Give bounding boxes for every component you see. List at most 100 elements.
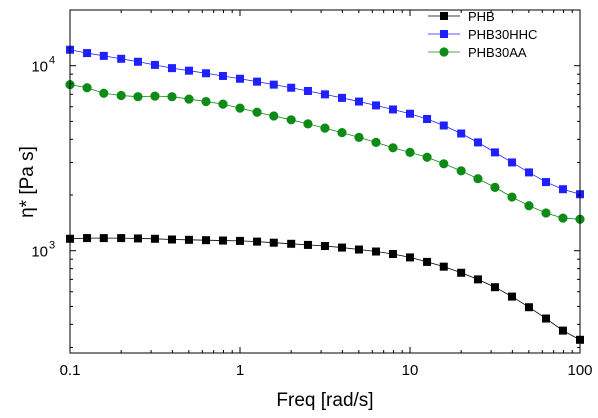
data-point [303, 119, 313, 129]
legend: PHB PHB30HHC PHB30AA [428, 9, 537, 60]
data-point [372, 247, 381, 256]
data-point [303, 240, 312, 249]
data-point [320, 242, 329, 251]
data-point [269, 80, 278, 89]
data-point [354, 97, 363, 106]
data-point [99, 88, 109, 98]
data-point [167, 64, 176, 73]
series-line-PHB30AA [69, 84, 581, 220]
x-tick-label: 0.1 [60, 362, 81, 379]
data-point [542, 314, 551, 323]
data-point [133, 57, 142, 66]
data-point [423, 257, 432, 266]
data-point [150, 91, 160, 101]
series-layer [65, 45, 585, 344]
series-PHB30HHC [66, 45, 584, 199]
series-line-PHB [69, 237, 581, 341]
data-point [507, 292, 516, 301]
series-line-PHB30HHC [69, 49, 581, 195]
x-tick-label: 1 [236, 362, 244, 379]
data-point [354, 245, 363, 254]
data-point [490, 148, 499, 157]
data-point [473, 174, 483, 184]
data-point [388, 143, 398, 153]
data-point [82, 83, 92, 93]
x-tick-label: 10 [402, 362, 419, 379]
x-tick-label: 100 [567, 362, 592, 379]
data-point [473, 275, 482, 284]
data-point [167, 92, 177, 102]
data-point [303, 86, 312, 95]
data-point [406, 109, 414, 118]
data-point [286, 115, 296, 125]
data-point [490, 182, 500, 192]
data-point [287, 83, 296, 92]
data-point [269, 111, 279, 121]
data-point [235, 103, 245, 113]
data-point [558, 326, 567, 335]
data-point [456, 166, 466, 176]
data-point [406, 253, 414, 262]
ticks-layer [69, 9, 581, 353]
data-point [558, 185, 567, 194]
data-point [388, 249, 397, 258]
data-point [201, 96, 211, 107]
data-point [116, 90, 126, 101]
data-point [253, 237, 262, 246]
data-point [269, 238, 278, 247]
data-point [524, 168, 533, 177]
data-point [253, 77, 262, 86]
data-point [202, 236, 211, 245]
data-point [236, 236, 244, 245]
legend-item-PHB30HHC: PHB30HHC [428, 27, 537, 42]
data-point [558, 213, 568, 223]
data-point [184, 94, 194, 104]
data-point [439, 159, 449, 169]
data-point [405, 147, 415, 157]
legend-marker [440, 12, 448, 20]
series-PHB30AA [65, 80, 585, 224]
data-point [184, 66, 193, 75]
data-point [490, 283, 499, 292]
plot-frame [69, 9, 581, 354]
data-point [218, 99, 228, 109]
legend-marker [440, 30, 448, 38]
data-point [184, 235, 193, 244]
data-point [150, 60, 159, 69]
y-tick-label-exponent: 3 [49, 240, 55, 252]
legend-item-PHB: PHB [428, 9, 495, 24]
x-axis-title: Freq [rad/s] [276, 390, 373, 411]
data-point [473, 138, 482, 147]
data-point [439, 262, 448, 271]
data-point [524, 303, 533, 312]
data-point [371, 137, 381, 147]
data-point [117, 234, 126, 243]
data-point [337, 243, 346, 252]
data-point [150, 234, 159, 243]
data-point [507, 158, 516, 167]
data-point [320, 123, 330, 133]
data-point [423, 115, 432, 124]
data-point [117, 54, 126, 63]
legend-label: PHB30HHC [468, 27, 537, 42]
data-point [133, 92, 143, 102]
data-point [167, 235, 176, 244]
data-point [83, 49, 92, 58]
data-point [337, 93, 346, 102]
data-point [337, 127, 347, 138]
data-point [133, 234, 142, 243]
data-point [524, 201, 534, 211]
series-PHB [66, 234, 584, 344]
data-point [372, 101, 381, 110]
data-point [287, 239, 296, 248]
y-axis-title: η* [Pa s] [17, 146, 38, 218]
data-point [218, 236, 227, 245]
y-tick-label: 10 [31, 244, 48, 261]
data-point [218, 71, 227, 80]
legend-item-PHB30AA: PHB30AA [428, 45, 527, 60]
data-point [252, 107, 262, 117]
data-point [457, 129, 466, 138]
data-point [202, 69, 211, 78]
